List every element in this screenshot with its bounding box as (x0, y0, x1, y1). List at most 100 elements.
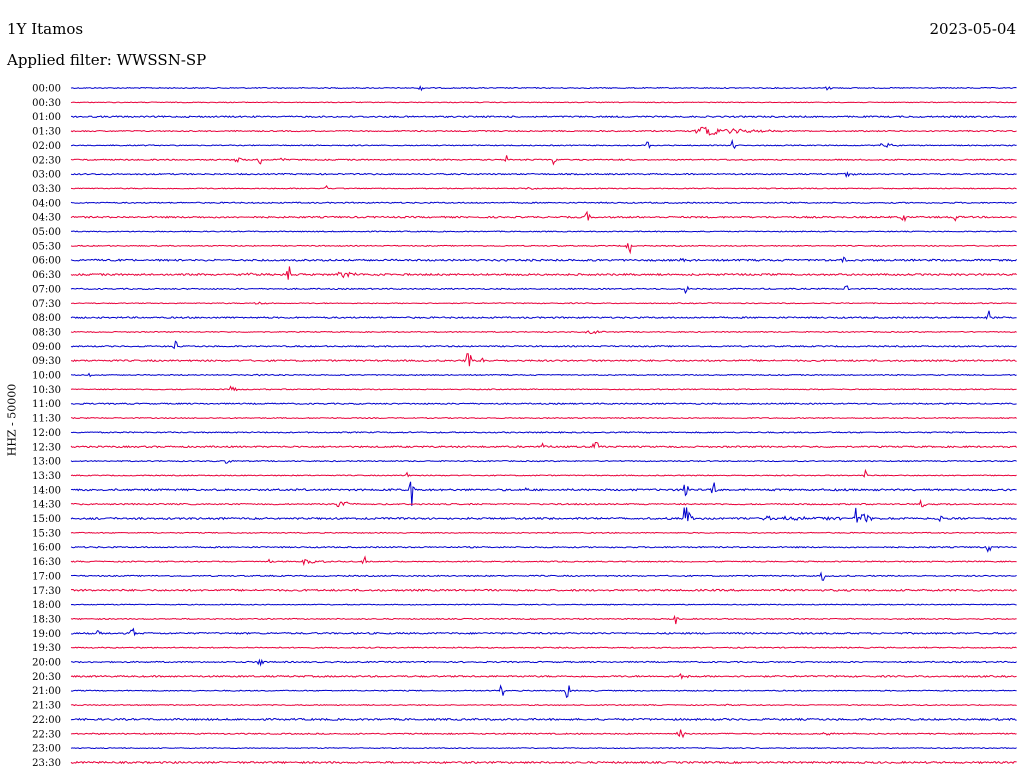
row-time-label: 17:00 (32, 571, 61, 582)
seismic-trace-row (70, 155, 1017, 166)
row-time-label: 10:00 (32, 371, 61, 382)
seismic-trace-row (70, 285, 1017, 295)
seismic-trace-row (70, 717, 1017, 722)
seismic-trace-row (70, 256, 1017, 264)
row-time-label: 03:30 (32, 184, 61, 195)
seismic-trace-row (70, 571, 1017, 581)
seismic-trace-row (70, 603, 1017, 606)
seismic-trace-row (70, 468, 1017, 478)
row-time-label: 12:00 (32, 428, 61, 439)
row-time-label: 16:00 (32, 543, 61, 554)
seismic-trace-row (70, 614, 1017, 625)
row-time-label: 19:00 (32, 629, 61, 640)
row-time-label: 05:30 (32, 241, 61, 252)
seismic-trace-row (70, 210, 1017, 223)
seismic-trace-row (70, 747, 1017, 750)
row-time-label: 09:30 (32, 356, 61, 367)
seismic-trace-row (70, 101, 1017, 104)
row-time-label: 17:30 (32, 586, 61, 597)
seismic-trace-row (70, 85, 1017, 92)
row-time-label: 02:30 (32, 155, 61, 166)
row-time-label: 00:30 (32, 98, 61, 109)
seismic-trace-row (70, 402, 1017, 406)
row-time-label: 21:30 (32, 701, 61, 712)
seismic-trace-row (70, 684, 1017, 699)
row-time-label: 16:30 (32, 557, 61, 568)
seismic-trace-row (71, 115, 1017, 119)
row-time-label: 08:00 (32, 313, 61, 324)
seismic-trace-row (70, 372, 1017, 378)
seismic-trace-row (70, 442, 1017, 449)
row-time-label: 15:00 (32, 514, 61, 525)
seismic-trace-row (71, 658, 1017, 667)
filter-label: Applied filter: WWSSN-SP (7, 51, 207, 69)
seismic-trace-row (70, 507, 1017, 523)
row-time-label: 04:30 (32, 213, 61, 224)
seismic-trace-row (70, 201, 1017, 205)
row-time-label: 14:30 (32, 500, 61, 511)
row-time-label: 04:00 (32, 198, 61, 209)
row-time-label: 23:00 (32, 744, 61, 755)
row-time-label: 11:30 (32, 414, 61, 425)
seismic-trace-row (70, 353, 1017, 367)
row-time-label: 13:30 (32, 471, 61, 482)
row-time-label: 07:30 (32, 299, 61, 310)
row-time-label: 12:30 (32, 442, 61, 453)
seismic-trace-row (70, 330, 1017, 335)
row-time-label: 23:30 (32, 758, 61, 769)
row-time-label: 18:00 (32, 600, 61, 611)
seismic-trace-row (70, 431, 1017, 434)
seismic-trace-row (70, 729, 1017, 739)
seismic-trace-row (70, 703, 1017, 707)
seismic-trace-row (70, 760, 1017, 765)
seismic-trace-row (70, 243, 1017, 255)
seismic-trace-row (70, 498, 1017, 508)
seismic-trace-row (70, 266, 1017, 280)
seismic-trace-row (70, 646, 1017, 649)
seismic-trace-row (70, 230, 1017, 233)
row-time-label: 22:00 (32, 715, 61, 726)
row-time-label: 06:00 (32, 256, 61, 267)
seismic-trace-row (70, 310, 1017, 320)
seismic-trace-row (70, 340, 1017, 350)
seismic-trace-row (70, 126, 1017, 136)
row-time-label: 13:00 (32, 457, 61, 468)
seismic-trace-row (70, 459, 1017, 464)
row-time-label: 11:00 (32, 399, 61, 410)
row-time-label: 20:00 (32, 658, 61, 669)
row-time-label: 14:00 (32, 485, 61, 496)
row-time-label: 07:00 (32, 284, 61, 295)
seismic-trace-row (70, 555, 1017, 567)
seismic-trace-row (70, 385, 1017, 392)
seismic-trace-row (70, 185, 1017, 190)
row-time-label: 18:30 (32, 614, 61, 625)
row-time-label: 19:30 (32, 643, 61, 654)
row-time-label: 22:30 (32, 729, 61, 740)
seismic-trace-row (70, 627, 1017, 637)
row-time-label: 09:00 (32, 342, 61, 353)
seismic-trace-row (70, 138, 1017, 150)
row-time-label: 08:30 (32, 327, 61, 338)
seismic-trace-row (70, 672, 1017, 680)
row-time-label: 03:00 (32, 170, 61, 181)
date-label: 2023-05-04 (929, 20, 1016, 38)
seismic-trace-row (70, 545, 1017, 553)
seismic-trace-row (70, 416, 1017, 420)
seismic-trace-row (70, 531, 1017, 534)
row-time-label: 01:30 (32, 127, 61, 138)
row-time-label: 10:30 (32, 385, 61, 396)
row-time-label: 00:00 (32, 84, 61, 95)
seismic-trace-row (70, 301, 1017, 305)
row-time-label: 05:00 (32, 227, 61, 238)
row-time-label: 20:30 (32, 672, 61, 683)
row-time-label: 01:00 (32, 112, 61, 123)
row-time-label: 06:30 (32, 270, 61, 281)
seismic-trace-row (70, 481, 1017, 506)
row-time-label: 15:30 (32, 528, 61, 539)
row-time-label: 21:00 (32, 686, 61, 697)
station-title: 1Y Itamos (7, 20, 84, 38)
seismic-trace-row (70, 171, 1017, 179)
row-time-label: 02:00 (32, 141, 61, 152)
seismic-trace-row (70, 588, 1017, 592)
